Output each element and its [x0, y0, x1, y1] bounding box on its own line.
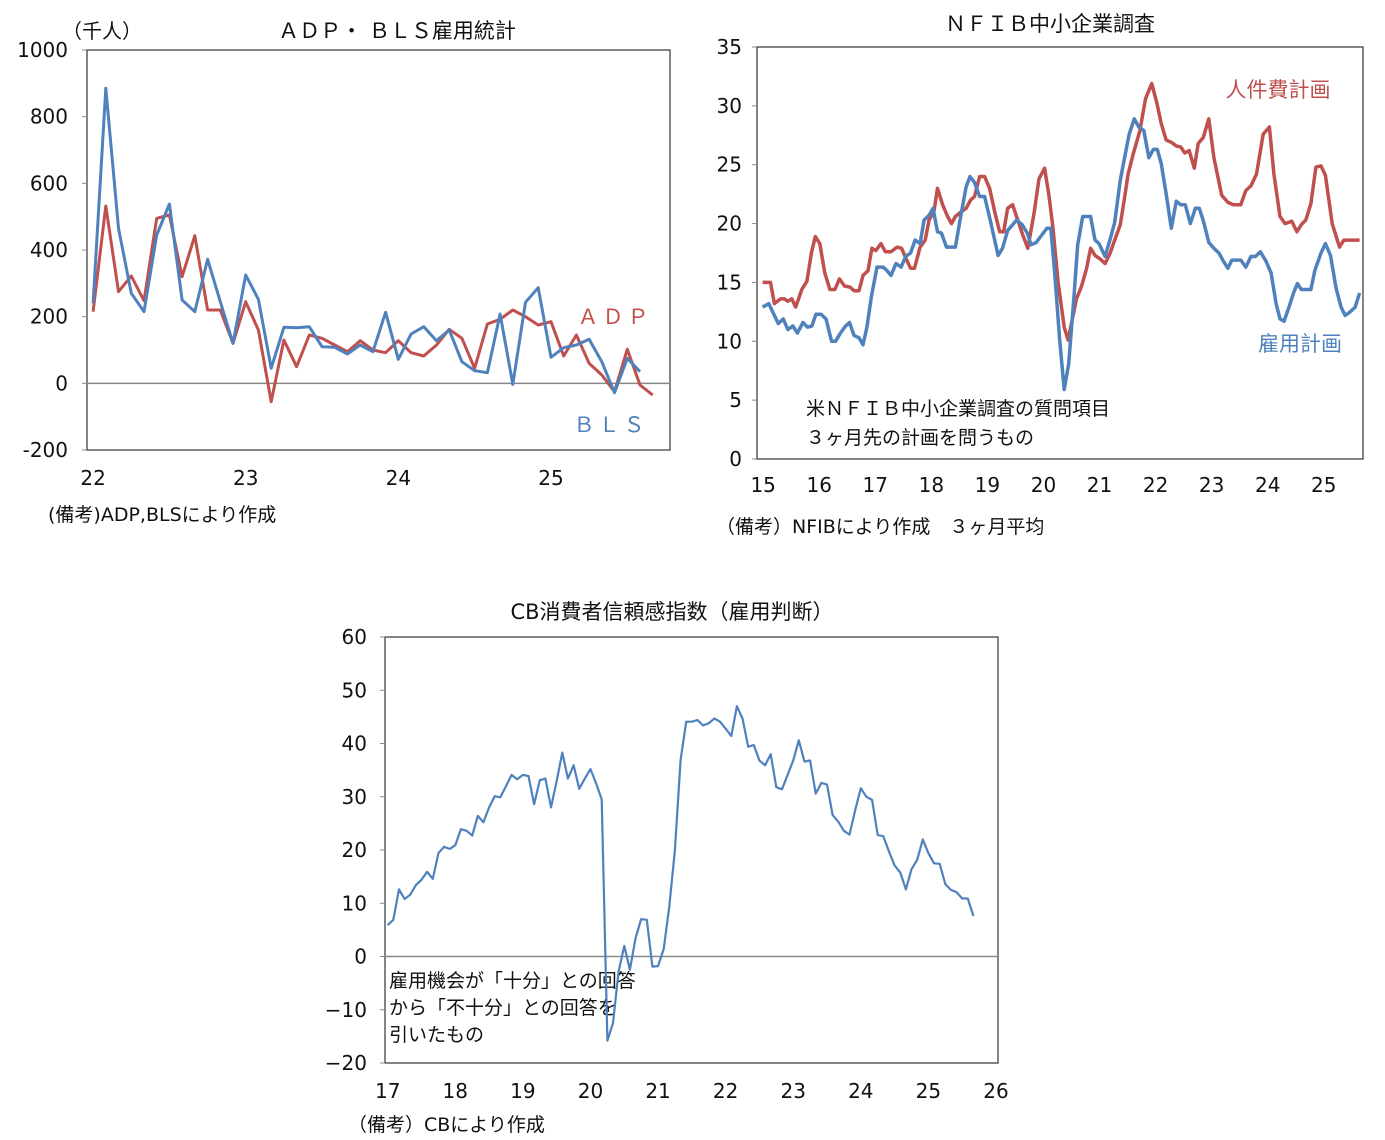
y-tick-label: 20 [342, 838, 367, 862]
x-tick-label: 23 [233, 466, 258, 490]
y-tick-label: 10 [342, 891, 367, 915]
annotation-line-1: 雇用機会が「十分」との回答 [389, 970, 636, 992]
x-tick-label: 24 [386, 466, 411, 490]
x-tick-label: 15 [750, 473, 775, 497]
x-tick-label: 17 [863, 473, 888, 497]
y-tick-label: 35 [717, 35, 742, 59]
y-tick-label: -200 [23, 438, 68, 462]
y-tick-label: 800 [30, 105, 68, 129]
y-tick-label: 30 [717, 94, 742, 118]
y-tick-label: 600 [30, 171, 68, 195]
plot-area [756, 46, 1364, 460]
series-line-0 [386, 705, 975, 1042]
x-tick-label: 23 [1199, 473, 1224, 497]
y-tick-label: 50 [342, 678, 367, 702]
y-tick-label: 0 [55, 371, 68, 395]
y-tick-label: 20 [717, 212, 742, 236]
source-note: （備考）CBにより作成 [348, 1114, 545, 1136]
adp-bls-chart: ＡＤＰ・ ＢＬＳ雇用統計 （千人） ＡＤＰ ＢＬＳ (備考)ADP,BLSにより… [17, 19, 671, 526]
y-tick-label: 25 [717, 153, 742, 177]
y-tick-label: 60 [342, 625, 367, 649]
legend-hiring-plans: 雇用計画 [1258, 332, 1342, 356]
x-tick-label: 18 [443, 1079, 468, 1103]
chart-title: ＮＦＩＢ中小企業調査 [945, 12, 1155, 36]
x-tick-label: 22 [713, 1079, 738, 1103]
y-tick-label: −10 [325, 998, 367, 1022]
x-tick-label: 20 [1031, 473, 1056, 497]
y-tick-label: −20 [325, 1051, 367, 1075]
source-note: （備考）NFIBにより作成 ３ヶ月平均 [716, 516, 1044, 538]
y-tick-label: 200 [30, 305, 68, 329]
y-tick-label: 15 [717, 270, 742, 294]
x-tick-label: 25 [916, 1079, 941, 1103]
x-tick-label: 25 [538, 466, 563, 490]
legend-labor-cost-plans: 人件費計画 [1226, 78, 1331, 102]
x-tick-label: 20 [578, 1079, 603, 1103]
y-tick-label: 40 [342, 732, 367, 756]
y-tick-label: 400 [30, 238, 68, 262]
y-tick-label: 0 [729, 447, 742, 471]
x-tick-label: 25 [1311, 473, 1336, 497]
legend-adp: ＡＤＰ [578, 305, 653, 329]
x-tick-label: 23 [780, 1079, 805, 1103]
x-tick-label: 24 [1255, 473, 1280, 497]
x-tick-label: 26 [983, 1079, 1008, 1103]
series-line-0 [91, 204, 654, 404]
y-tick-label: 1000 [17, 38, 68, 62]
legend-bls: ＢＬＳ [574, 413, 649, 437]
y-tick-label: 30 [342, 785, 367, 809]
cb-confidence-chart: CB消費者信頼感指数（雇用判断） 雇用機会が「十分」との回答 から「不十分」との… [325, 600, 1009, 1136]
annotation-line-3: 引いたもの [389, 1024, 484, 1046]
source-note: (備考)ADP,BLSにより作成 [48, 504, 276, 526]
y-tick-label: 0 [354, 945, 367, 969]
x-tick-label: 21 [645, 1079, 670, 1103]
chart-title: CB消費者信頼感指数（雇用判断） [510, 600, 833, 624]
x-tick-label: 22 [1143, 473, 1168, 497]
x-tick-label: 22 [80, 466, 105, 490]
x-tick-label: 19 [975, 473, 1000, 497]
series-line-0 [762, 81, 1360, 342]
unit-label: （千人） [62, 19, 142, 43]
x-tick-label: 16 [806, 473, 831, 497]
series-line-1 [761, 117, 1362, 392]
series-line-1 [91, 86, 642, 395]
chart-title: ＡＤＰ・ ＢＬＳ雇用統計 [278, 19, 516, 43]
x-tick-label: 17 [375, 1079, 400, 1103]
x-tick-label: 21 [1087, 473, 1112, 497]
y-tick-label: 5 [729, 388, 742, 412]
annotation-line-2: から「不十分」との回答を [389, 997, 617, 1019]
x-tick-label: 18 [919, 473, 944, 497]
nfib-chart: ＮＦＩＢ中小企業調査 人件費計画 雇用計画 米ＮＦＩＢ中小企業調査の質問項目 ３… [716, 12, 1364, 538]
y-tick-label: 10 [717, 329, 742, 353]
x-tick-label: 19 [510, 1079, 535, 1103]
annotation-line-2: ３ヶ月先の計画を問うもの [806, 427, 1034, 449]
x-tick-label: 24 [848, 1079, 873, 1103]
annotation-line-1: 米ＮＦＩＢ中小企業調査の質問項目 [806, 398, 1110, 420]
